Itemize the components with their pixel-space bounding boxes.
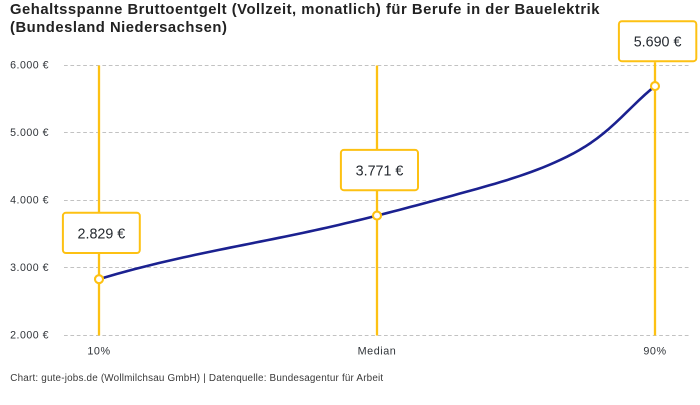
- svg-text:2.829 €: 2.829 €: [78, 227, 126, 243]
- svg-text:4.000 €: 4.000 €: [10, 195, 49, 207]
- svg-text:6.000 €: 6.000 €: [10, 60, 49, 72]
- svg-text:Gehaltsspanne Bruttoentgelt (V: Gehaltsspanne Bruttoentgelt (Vollzeit, m…: [10, 2, 600, 18]
- svg-text:90%: 90%: [643, 345, 666, 357]
- svg-text:Median: Median: [358, 345, 397, 357]
- svg-text:10%: 10%: [87, 345, 110, 357]
- svg-text:Chart: gute-jobs.de (Wollmilch: Chart: gute-jobs.de (Wollmilchsau GmbH) …: [10, 373, 383, 384]
- svg-text:3.771 €: 3.771 €: [356, 164, 404, 180]
- svg-text:2.000 €: 2.000 €: [10, 330, 49, 342]
- svg-text:5.690 €: 5.690 €: [634, 35, 682, 51]
- svg-text:(Bundesland Niedersachsen): (Bundesland Niedersachsen): [10, 20, 227, 36]
- svg-text:5.000 €: 5.000 €: [10, 127, 49, 139]
- svg-text:3.000 €: 3.000 €: [10, 262, 49, 274]
